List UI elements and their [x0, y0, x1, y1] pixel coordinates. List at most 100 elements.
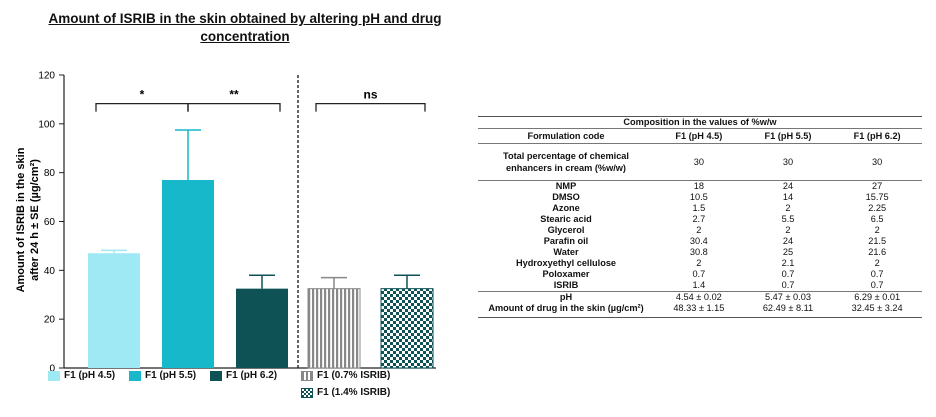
composition-table: Composition in the values of %w/w Formul…	[478, 116, 922, 318]
legend-label: F1 (pH 4.5)	[64, 370, 116, 381]
bar	[307, 288, 361, 369]
table-row: Poloxamer 0.7 0.7 0.7	[478, 269, 922, 280]
table-row: Amount of drug in the skin (µg/cm²) 48.33…	[478, 303, 922, 318]
legend-label: F1 (0.7% ISRIB)	[317, 370, 391, 381]
cell: 0.7	[832, 280, 922, 292]
legend-label: F1 (pH 6.2)	[226, 370, 278, 381]
table-row: Azone 1.5 2 2.25	[478, 203, 922, 214]
row-label: Poloxamer	[542, 269, 590, 279]
cell: 0.7	[781, 269, 795, 279]
table-row: pH 4.54 ± 0.02 5.47 ± 0.03 6.29 ± 0.01	[478, 292, 922, 304]
header-f1-ph45: F1 (pH 4.5)	[654, 128, 744, 144]
row-label: Stearic acid	[540, 214, 592, 224]
cell: 30	[832, 143, 922, 181]
cell: 2	[874, 258, 880, 268]
bar	[236, 288, 288, 368]
cell: 24	[782, 236, 794, 246]
legend-item: F1 (pH 5.5)	[129, 370, 196, 381]
legend-label: F1 (1.4% ISRIB)	[317, 387, 391, 398]
row-label: Hydroxyethyl cellulose	[515, 258, 617, 268]
significance-bracket	[187, 103, 281, 112]
cell: 24	[782, 181, 794, 191]
legend-swatch	[129, 370, 141, 381]
y-tick-label: 0	[49, 364, 55, 373]
cell: 1.4	[654, 280, 744, 292]
cell: 27	[872, 181, 883, 191]
cell: 18	[693, 181, 704, 191]
cell: 2	[696, 258, 702, 268]
table-row: DMSO 10.5 14 15.75	[478, 192, 922, 203]
bar	[380, 288, 434, 369]
cell: 30	[654, 143, 744, 181]
cell: 2	[785, 203, 791, 213]
bar	[162, 179, 214, 368]
significance-bracket	[95, 103, 189, 112]
table-row: Total percentage of chemical enhancers i…	[478, 143, 922, 181]
significance-bracket	[315, 103, 426, 112]
y-tick-label: 20	[44, 315, 56, 326]
row-label: pH	[559, 292, 573, 302]
cell: 14	[782, 192, 794, 202]
y-tick-label: 60	[44, 217, 56, 228]
bar	[88, 253, 140, 368]
cell: 1.5	[692, 203, 706, 213]
table-row: Glycerol 2 2 2	[478, 225, 922, 236]
cell: 2	[785, 225, 791, 235]
table-row: NMP 18 24 27	[478, 181, 922, 193]
cell: 48.33 ± 1.15	[654, 303, 744, 318]
table-caption: Composition in the values of %w/w	[478, 116, 922, 129]
cell: 6.29 ± 0.01	[854, 292, 901, 302]
table-row: ISRIB 1.4 0.7 0.7	[478, 280, 922, 292]
legend-label: F1 (pH 5.5)	[145, 370, 197, 381]
bar-chart: Amount of ISRIB in the skin after 24 h ± …	[15, 71, 436, 373]
table-row: Hydroxyethyl cellulose 2 2.1 2	[478, 258, 922, 269]
cell: 25	[782, 247, 794, 257]
table-header-row: Formulation code F1 (pH 4.5) F1 (pH 5.5)…	[478, 128, 922, 144]
cell: 0.7	[870, 269, 884, 279]
chart-title: Amount of ISRIB in the skin obtained by …	[48, 11, 442, 44]
cell: 21.6	[868, 247, 887, 257]
y-tick-label: 120	[38, 71, 55, 82]
legend-swatch	[48, 370, 60, 381]
cell: 30.8	[689, 247, 708, 257]
legend-item: F1 (0.7% ISRIB)	[301, 370, 390, 381]
significance-label: ns	[363, 88, 377, 102]
legend-swatch	[301, 370, 313, 381]
table-row: Water 30.8 25 21.6	[478, 247, 922, 258]
cell: 0.7	[743, 280, 833, 292]
row-label: Glycerol	[547, 225, 585, 235]
row-label: NMP	[555, 181, 577, 191]
cell: 15.75	[865, 192, 889, 202]
cell: 4.54 ± 0.02	[675, 292, 722, 302]
cell: 10.5	[689, 192, 708, 202]
header-f1-ph62: F1 (pH 6.2)	[832, 128, 922, 144]
cell: 2	[696, 225, 702, 235]
row-label: Total percentage of chemical enhancers i…	[478, 143, 654, 181]
cell: 2	[874, 225, 880, 235]
cell: 30	[743, 143, 833, 181]
cell: 0.7	[692, 269, 706, 279]
legend-item: F1 (1.4% ISRIB)	[301, 387, 390, 398]
legend-swatch	[210, 370, 222, 381]
table-row: Stearic acid 2.7 5.5 6.5	[478, 214, 922, 225]
row-label: Amount of drug in the skin (µg/cm²)	[478, 303, 654, 318]
y-tick-label: 100	[38, 119, 55, 130]
y-tick-label: 80	[44, 168, 56, 179]
row-label: Azone	[552, 203, 580, 213]
chart-legend: F1 (pH 4.5) F1 (pH 5.5) F1 (pH 6.2) F1 (0.7…	[48, 370, 428, 410]
row-label: Water	[553, 247, 579, 257]
significance-label: **	[229, 88, 239, 102]
legend-item: F1 (pH 4.5)	[48, 370, 115, 381]
cell: 5.5	[781, 214, 795, 224]
significance-label: *	[140, 88, 145, 102]
cell: 32.45 ± 3.24	[832, 303, 922, 318]
y-tick-label: 40	[44, 266, 56, 277]
cell: 62.49 ± 8.11	[743, 303, 833, 318]
legend-item: F1 (pH 6.2)	[210, 370, 277, 381]
cell: 2.7	[692, 214, 706, 224]
header-formulation-code: Formulation code	[478, 128, 654, 144]
row-label: DMSO	[552, 192, 580, 202]
cell: 6.5	[870, 214, 884, 224]
y-axis-label: Amount of ISRIB in the skin after 24 h ± …	[15, 147, 41, 292]
cell: 30.4	[689, 236, 708, 246]
